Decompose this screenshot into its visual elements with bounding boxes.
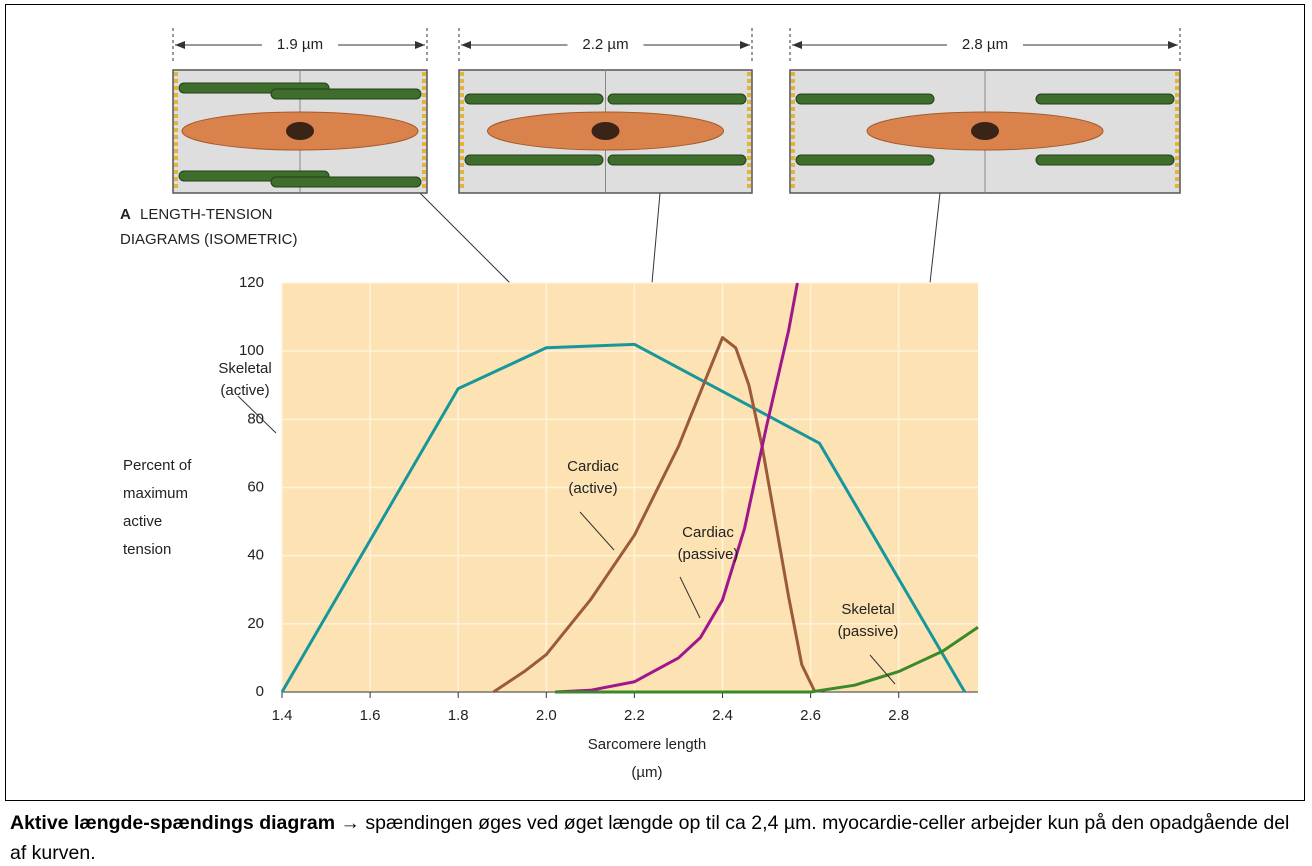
thin-filament [464, 154, 604, 166]
thick-core [591, 122, 620, 140]
y-tick-label: 100 [239, 342, 264, 359]
series-annotation: Cardiac (active) [567, 458, 619, 497]
annotation-leader [679, 576, 701, 619]
x-tick-label: 1.8 [448, 707, 469, 724]
arrow-head [792, 41, 802, 49]
y-tick-label: 0 [256, 683, 264, 700]
chart-title: DIAGRAMS (ISOMETRIC) [120, 231, 298, 248]
arrow-head [175, 41, 185, 49]
annotation-leader [237, 395, 277, 434]
annotation-leader [869, 654, 896, 685]
dimension-label-bg [262, 35, 338, 55]
thin-filament [1035, 93, 1175, 105]
y-axis-label: Percent of [123, 457, 192, 474]
dimension-label: 1.9 µm [277, 36, 323, 53]
caption: Aktive længde-spændings diagram → spændi… [10, 808, 1300, 866]
y-axis-label: tension [123, 541, 171, 558]
arrow-head [461, 41, 471, 49]
thin-filament [464, 93, 604, 105]
thin-filament [270, 176, 422, 188]
panel-letter: A [120, 206, 131, 223]
x-axis-label: (µm) [631, 764, 662, 781]
caption-bold: Aktive længde-spændings diagram [10, 812, 336, 834]
arrow-head [415, 41, 425, 49]
y-axis-label: maximum [123, 485, 188, 502]
y-tick-label: 20 [247, 615, 264, 632]
thick-core [971, 122, 999, 140]
x-axis-label: Sarcomere length [588, 736, 706, 753]
thin-filament [1035, 154, 1175, 166]
callout [385, 192, 511, 284]
chart: A LENGTH-TENSION DIAGRAMS (ISOMETRIC) 1.… [120, 28, 1181, 781]
series-line [555, 625, 979, 694]
series-line [280, 342, 967, 693]
series-line [492, 336, 817, 694]
thick-core [286, 122, 314, 140]
arrow-head [740, 41, 750, 49]
annotation-leader [579, 511, 615, 551]
callout [922, 192, 941, 284]
caption-text: → spændingen øges ved øget længde op til… [10, 812, 1290, 864]
dimension-label-bg [947, 35, 1023, 55]
dimension-label: 2.2 µm [582, 36, 628, 53]
y-tick-label: 40 [247, 547, 264, 564]
x-tick-label: 2.6 [800, 707, 821, 724]
figure-frame [5, 4, 1305, 801]
series-line [555, 282, 799, 694]
dimension-label-bg [567, 35, 644, 55]
thin-filament [795, 154, 935, 166]
series-annotation: Skeletal (passive) [838, 601, 899, 640]
x-tick-label: 2.8 [888, 707, 909, 724]
arrow-head [1168, 41, 1178, 49]
x-tick-label: 2.4 [712, 707, 733, 724]
x-tick-label: 1.6 [360, 707, 381, 724]
thin-filament [607, 93, 747, 105]
x-tick-label: 1.4 [272, 707, 293, 724]
series-annotation: Cardiac (passive) [678, 524, 739, 563]
thin-filament [795, 93, 935, 105]
y-tick-label: 60 [247, 478, 264, 495]
dimension-label: 2.8 µm [962, 36, 1008, 53]
thin-filament [270, 88, 422, 100]
x-tick-label: 2.2 [624, 707, 645, 724]
callout [643, 192, 661, 284]
series-annotation: Skeletal (active) [218, 360, 271, 399]
thin-filament [607, 154, 747, 166]
y-tick-label: 80 [247, 410, 264, 427]
chart-title: LENGTH-TENSION [140, 206, 273, 223]
y-tick-label: 120 [239, 274, 264, 291]
y-axis-label: active [123, 513, 162, 530]
x-tick-label: 2.0 [536, 707, 557, 724]
